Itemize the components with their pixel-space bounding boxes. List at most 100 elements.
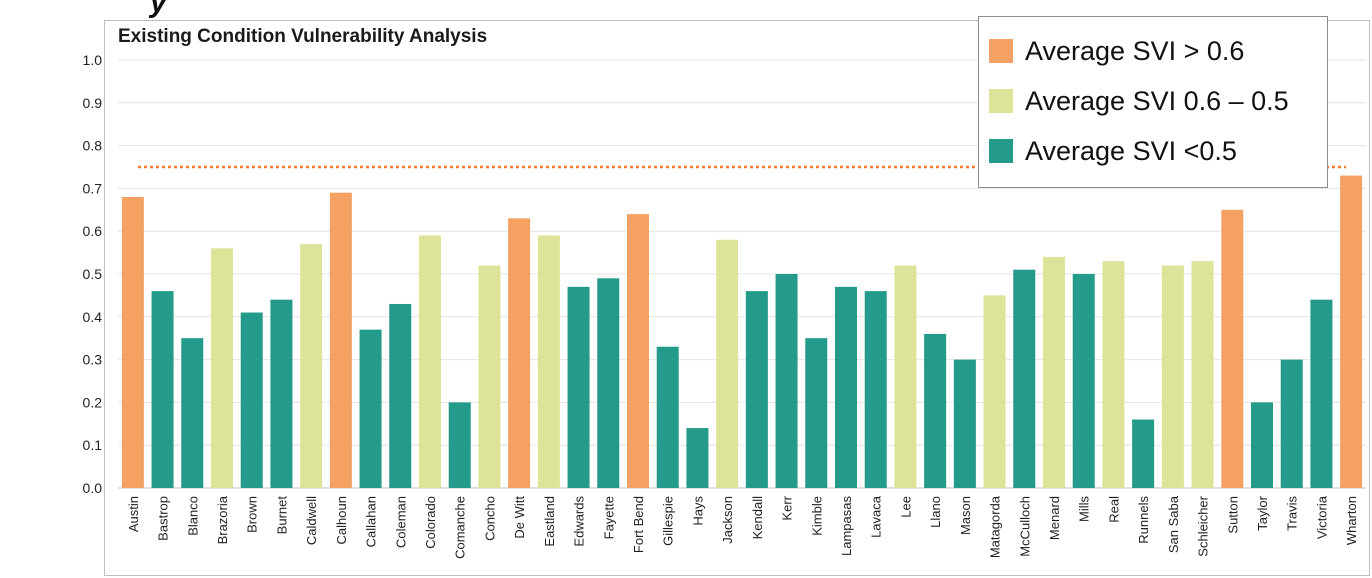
bar-matagorda	[983, 295, 1006, 488]
legend-label: Average SVI <0.5	[1025, 135, 1237, 166]
y-tick-label: 0.1	[83, 437, 103, 453]
x-tick-label: Comanche	[453, 496, 468, 559]
bar-llano	[924, 333, 947, 488]
x-tick-label: Kendall	[750, 496, 765, 539]
x-tick-label: Taylor	[1255, 495, 1270, 530]
x-tick-label: Travis	[1285, 496, 1300, 531]
x-tick-label: Sutton	[1225, 496, 1240, 534]
x-tick-label: Callahan	[364, 496, 379, 547]
x-tick-label: Eastland	[542, 496, 557, 547]
x-tick-label: Caldwell	[304, 496, 319, 545]
bar-comanche	[448, 402, 471, 488]
x-tick-label: Colorado	[423, 496, 438, 549]
bar-de-witt	[508, 218, 531, 489]
x-tick-label: Brazoria	[215, 495, 230, 544]
bar-callahan	[359, 329, 382, 488]
bar-runnels	[1132, 419, 1155, 488]
bar-blanco	[181, 338, 204, 488]
bar-colorado	[419, 235, 441, 488]
legend-item-mid: Average SVI 0.6 – 0.5	[989, 81, 1289, 121]
bar-fayette	[597, 278, 620, 488]
x-tick-label: Jackson	[720, 496, 735, 544]
x-tick-label: Brown	[245, 496, 260, 533]
x-tick-labels: Austin Bastrop Blanco Brazoria Brown Burnet Ca…	[126, 495, 1359, 559]
x-tick-label: Edwards	[572, 496, 587, 547]
x-tick-label: Matagorda	[988, 495, 1003, 558]
y-tick-label: 0.7	[83, 180, 103, 196]
x-tick-label: Mills	[1077, 496, 1092, 522]
legend-item-high: Average SVI > 0.6	[989, 31, 1244, 71]
y-tick-label: 0.8	[83, 138, 103, 154]
bar-sutton	[1221, 209, 1244, 489]
x-tick-label: Fayette	[601, 496, 616, 539]
y-tick-label: 0.6	[83, 223, 103, 239]
bar-real	[1102, 261, 1125, 488]
bar-lavaca	[864, 291, 887, 488]
legend-swatch	[989, 139, 1013, 163]
bar-menard	[1043, 256, 1065, 488]
x-tick-label: Fort Bend	[631, 496, 646, 553]
x-tick-label: Mason	[958, 496, 973, 535]
bar-brown	[240, 312, 263, 488]
bar-travis	[1280, 359, 1303, 488]
x-tick-label: De Witt	[512, 496, 527, 539]
bar-coleman	[389, 303, 412, 488]
bar-burnet	[270, 299, 293, 488]
bar-kerr	[775, 274, 798, 488]
bar-eastland	[537, 235, 560, 488]
x-tick-label: Wharton	[1344, 496, 1359, 545]
x-tick-label: Lee	[898, 496, 913, 518]
x-tick-label: Austin	[126, 496, 141, 532]
legend: Average SVI > 0.6 Average SVI 0.6 – 0.5 Av…	[978, 16, 1328, 188]
bar-bastrop	[151, 291, 174, 488]
bar-austin	[121, 196, 144, 488]
y-tick-label: 0.3	[83, 352, 103, 368]
bar-fort-bend	[627, 214, 649, 488]
x-tick-label: Burnet	[274, 496, 289, 535]
x-tick-label: Runnels	[1136, 496, 1151, 544]
x-tick-label: Victoria	[1314, 495, 1329, 539]
y-tick-label: 0.2	[83, 394, 103, 410]
legend-label: Average SVI > 0.6	[1025, 35, 1245, 66]
bar-kimble	[805, 338, 828, 488]
x-tick-label: Menard	[1047, 496, 1062, 540]
bar-victoria	[1310, 299, 1333, 488]
x-tick-label: Lavaca	[869, 495, 884, 538]
bar-mills	[1072, 274, 1095, 488]
y-tick-label: 0.9	[83, 95, 103, 111]
x-tick-label: Kimble	[809, 496, 824, 536]
bar-caldwell	[300, 244, 323, 488]
x-tick-label: Schleicher	[1196, 495, 1211, 556]
bar-lampasas	[835, 286, 857, 488]
bar-kendall	[745, 291, 768, 488]
y-tick-label: 0.4	[83, 309, 103, 325]
x-tick-label: Concho	[482, 496, 497, 541]
bar-mason	[953, 359, 976, 488]
x-tick-label: Coleman	[393, 496, 408, 548]
legend-swatch	[989, 89, 1013, 113]
x-tick-label: Bastrop	[156, 496, 171, 541]
grid-layer	[118, 59, 1366, 489]
bar-hays	[686, 428, 709, 488]
bar-brazoria	[211, 248, 233, 488]
x-tick-label: Calhoun	[334, 496, 349, 544]
bar-schleicher	[1191, 261, 1214, 488]
bar-lee	[894, 265, 917, 488]
bar-jackson	[716, 239, 739, 488]
chart-title: Existing Condition Vulnerability Analysi…	[118, 26, 488, 47]
x-tick-label: Kerr	[780, 495, 795, 520]
y-tick-label: 1.0	[83, 52, 103, 68]
bar-wharton	[1340, 175, 1363, 488]
bar-concho	[478, 265, 501, 488]
bar-mcculloch	[1013, 269, 1036, 488]
legend-label: Average SVI 0.6 – 0.5	[1025, 85, 1289, 116]
y-tick-label: 0.0	[83, 480, 103, 496]
x-tick-label: McCulloch	[1017, 496, 1032, 557]
x-tick-label: Lampasas	[839, 496, 854, 556]
x-tick-label: Blanco	[185, 496, 200, 536]
partial-heading-text: y	[150, 0, 167, 19]
x-tick-label: Hays	[690, 496, 705, 526]
bar-edwards	[567, 286, 590, 488]
x-tick-label: San Saba	[1166, 495, 1181, 553]
